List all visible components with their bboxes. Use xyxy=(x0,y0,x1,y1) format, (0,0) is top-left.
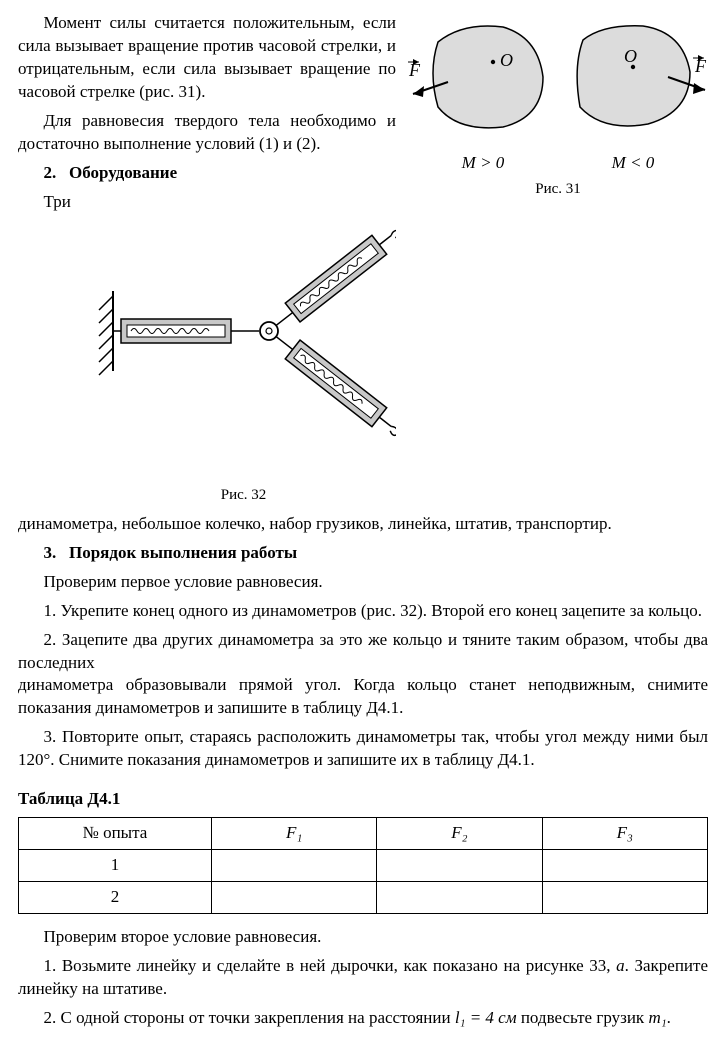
paragraph-4: Проверим первое условие равно­весия. xyxy=(18,571,708,594)
fig31-left-label: M > 0 xyxy=(462,152,505,175)
sec3-num: 3. xyxy=(44,543,57,562)
table-header-row: № опыта F₁ F₂ F₃ xyxy=(19,818,708,850)
cell-r1-c2 xyxy=(377,850,542,882)
paragraph-7: 3. Повторите опыт, стараясь расположить … xyxy=(18,726,708,772)
svg-text:O: O xyxy=(624,46,637,66)
cell-r1-c1 xyxy=(211,850,376,882)
p9-a: 1. Возьмите линейку и сделайте в ней дыр… xyxy=(44,956,617,975)
th-0: № опыта xyxy=(19,818,212,850)
table-title: Таблица Д4.1 xyxy=(18,788,708,811)
p9-b: а xyxy=(616,956,625,975)
cell-r2-c0: 2 xyxy=(19,882,212,914)
sec3-title: Порядок выполнения работы xyxy=(69,543,297,562)
th-2: F₂ xyxy=(377,818,542,850)
paragraph-10: 2. С одной стороны от точки закрепления … xyxy=(18,1007,708,1030)
cell-r1-c0: 1 xyxy=(19,850,212,882)
section-3-heading: 3. Порядок выполнения работы xyxy=(18,542,708,565)
paragraph-5: 1. Укрепите конец одного из ди­намометро… xyxy=(18,600,708,623)
svg-text:O: O xyxy=(500,50,513,70)
cell-r1-c3 xyxy=(542,850,707,882)
paragraph-6b: динамометра образовывали прямой угол. Ко… xyxy=(18,674,708,720)
paragraph-9: 1. Возьмите линейку и сделайте в ней дыр… xyxy=(18,955,708,1001)
sec2-num: 2. xyxy=(44,163,57,182)
table-d4-1: № опыта F₁ F₂ F₃ 1 2 xyxy=(18,817,708,914)
fig32-caption: Рис. 32 xyxy=(91,485,396,505)
figure-32: Рис. 32 xyxy=(91,191,396,505)
th-1: F₁ xyxy=(211,818,376,850)
table-row: 2 xyxy=(19,882,708,914)
fig31-right-label: M < 0 xyxy=(612,152,655,175)
cell-r2-c3 xyxy=(542,882,707,914)
figure-32-svg xyxy=(91,191,396,481)
cell-r2-c1 xyxy=(211,882,376,914)
figure-31-sublabels: M > 0 M < 0 xyxy=(408,152,708,175)
sec2-title: Оборудование xyxy=(69,163,177,182)
figure-31-svg: O F O F xyxy=(408,12,708,152)
cell-r2-c2 xyxy=(377,882,542,914)
paragraph-6a: 2. Зацепите два других динамо­метра за э… xyxy=(18,629,708,675)
table-row: 1 xyxy=(19,850,708,882)
fig31-caption: Рис. 31 xyxy=(408,179,708,199)
paragraph-8: Проверим второе условие равновесия. xyxy=(18,926,708,949)
th-3: F₃ xyxy=(542,818,707,850)
figure-31: O F O F M > 0 M < 0 Рис. 31 xyxy=(408,12,708,199)
